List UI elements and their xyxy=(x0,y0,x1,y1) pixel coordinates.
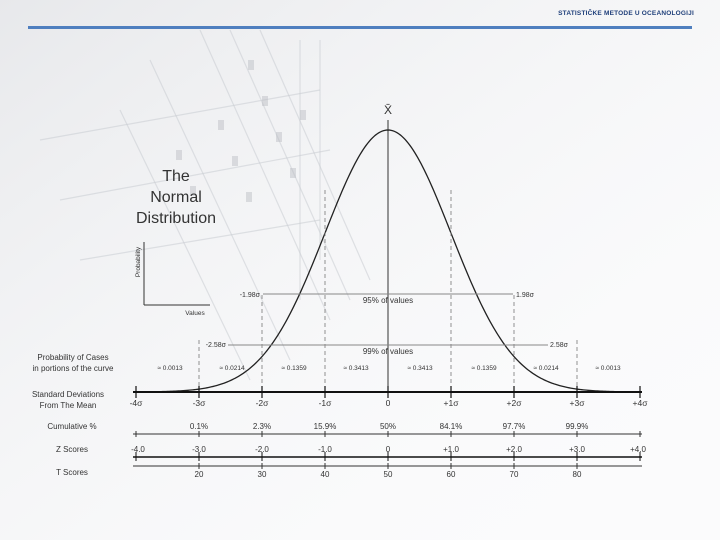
portion-label-8: ≈ 0.0013 xyxy=(595,365,621,372)
sigma-label-minus-3: -3σ xyxy=(193,398,207,408)
header-rule xyxy=(28,26,692,29)
cumulative-label-3: 15.9% xyxy=(314,422,337,431)
z-label-plus-4: +4.0 xyxy=(630,445,646,454)
t-scores-label: T Scores xyxy=(56,468,88,477)
range-95-label: 95% of values xyxy=(363,296,413,305)
standard-deviations-label-1: Standard Deviations xyxy=(32,390,104,399)
t-label-30: 30 xyxy=(258,470,267,479)
mini-axes-icon: Probability Values xyxy=(135,242,210,317)
cumulative-label-7: 99.9% xyxy=(566,422,589,431)
t-label-80: 80 xyxy=(573,470,582,479)
probability-of-cases-label-2: in portions of the curve xyxy=(33,364,114,373)
mini-axes-x-label: Values xyxy=(185,310,205,317)
portion-label-4: ≈ 0.3413 xyxy=(343,365,369,372)
sigma-label-plus-1: +1σ xyxy=(444,398,460,408)
sigma-label-minus-2: -2σ xyxy=(256,398,270,408)
portion-label-5: ≈ 0.3413 xyxy=(407,365,433,372)
z-label-zero: 0 xyxy=(386,445,391,454)
sigma-label-zero: 0 xyxy=(386,398,391,408)
cumulative-label-6: 97.7% xyxy=(503,422,526,431)
probability-of-cases-label-1: Probability of Cases xyxy=(37,353,108,362)
t-label-70: 70 xyxy=(510,470,519,479)
sigma-label-plus-4: +4σ xyxy=(633,398,649,408)
portion-label-3: ≈ 0.1359 xyxy=(281,365,307,372)
cumulative-label-5: 84.1% xyxy=(440,422,463,431)
sigma-label-minus-4: -4σ xyxy=(130,398,144,408)
cumulative-label-2: 2.3% xyxy=(253,422,271,431)
diagram-title-line-2: Normal xyxy=(150,189,202,206)
t-label-40: 40 xyxy=(321,470,330,479)
z-label-minus-3: -3.0 xyxy=(192,445,206,454)
z-label-plus-1: +1.0 xyxy=(443,445,459,454)
cumulative-label-1: 0.1% xyxy=(190,422,208,431)
portion-label-2: ≈ 0.0214 xyxy=(219,365,245,372)
portion-label-1: ≈ 0.0013 xyxy=(157,365,183,372)
range-99-left-label: -2.58σ xyxy=(206,342,227,349)
mini-axes-y-label: Probability xyxy=(135,246,142,277)
t-label-20: 20 xyxy=(195,470,204,479)
z-label-minus-4: -4.0 xyxy=(131,445,145,454)
range-99-label: 99% of values xyxy=(363,347,413,356)
mean-symbol: X̄ xyxy=(384,103,392,117)
portion-label-7: ≈ 0.0214 xyxy=(533,365,559,372)
portion-label-6: ≈ 0.1359 xyxy=(471,365,497,372)
diagram-title-line-3: Distribution xyxy=(136,210,216,227)
z-scores-label: Z Scores xyxy=(56,445,88,454)
diagram-title-line-1: The xyxy=(162,168,190,185)
z-label-minus-2: -2.0 xyxy=(255,445,269,454)
cumulative-label: Cumulative % xyxy=(47,422,96,431)
z-label-plus-3: +3.0 xyxy=(569,445,585,454)
z-label-plus-2: +2.0 xyxy=(506,445,522,454)
cumulative-label-4: 50% xyxy=(380,422,396,431)
standard-deviations-label-2: From The Mean xyxy=(40,401,97,410)
sigma-label-plus-3: +3σ xyxy=(570,398,586,408)
header-title: STATISTIČKE METODE U OCEANOLOGIJI xyxy=(558,10,694,17)
range-95-right-label: 1.98σ xyxy=(516,292,535,299)
sigma-label-minus-1: -1σ xyxy=(319,398,333,408)
z-label-minus-1: -1.0 xyxy=(318,445,332,454)
t-label-50: 50 xyxy=(384,470,393,479)
t-label-60: 60 xyxy=(447,470,456,479)
bell-curve xyxy=(135,129,641,393)
range-99-right-label: 2.58σ xyxy=(550,342,569,349)
sigma-label-plus-2: +2σ xyxy=(507,398,523,408)
range-95-left-label: -1.98σ xyxy=(240,292,261,299)
